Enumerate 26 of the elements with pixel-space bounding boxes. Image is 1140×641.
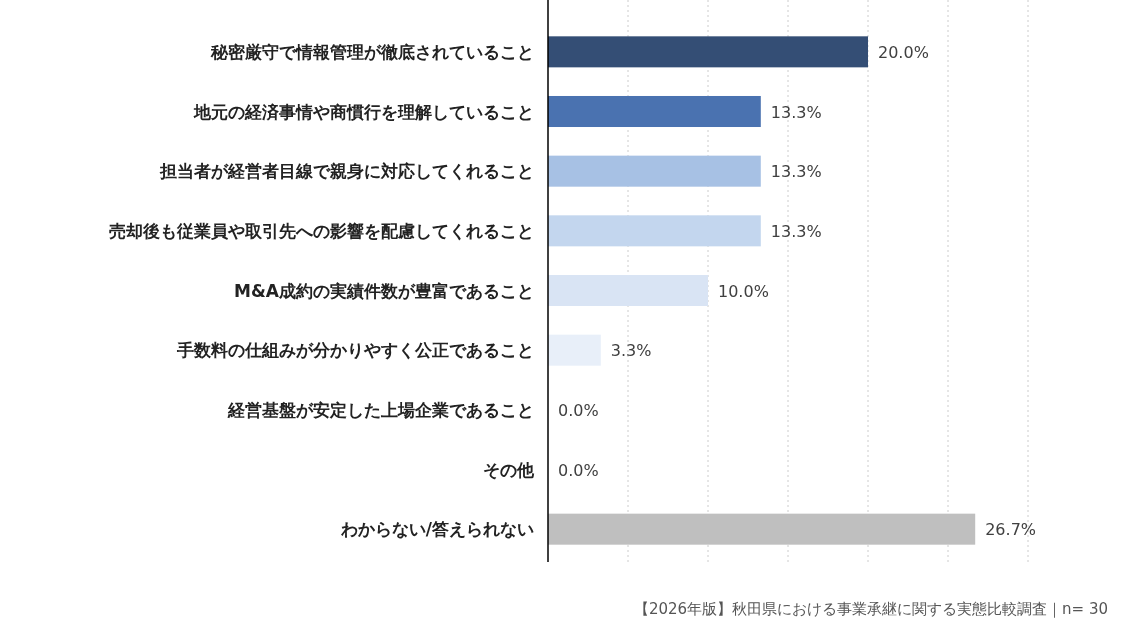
y-tick-label: その他	[483, 459, 535, 480]
bar	[548, 274, 708, 307]
bar	[548, 36, 868, 68]
bar	[548, 513, 976, 545]
data-label: 26.7%	[985, 520, 1037, 540]
data-label: 13.3%	[770, 102, 822, 122]
y-tick-label: わからない/答えられない	[339, 519, 534, 540]
data-label: 20.0%	[878, 42, 929, 62]
data-label: 3.3%	[610, 341, 652, 361]
y-tick-label: M&A成約の実績件数が豊富であること	[234, 280, 534, 301]
data-label: 0.0%	[558, 400, 599, 420]
text: 【2026年版】秋田県における事業承継に関する実態比較調査｜n= 30	[633, 600, 1108, 618]
y-tick-label: 担当者が経営者目線で親身に対応してくれること	[159, 161, 534, 182]
y-tick-label: 経営基盤が安定した上場企業であること	[227, 399, 534, 420]
bar	[548, 215, 761, 247]
data-label: 13.3%	[770, 162, 822, 182]
bar	[548, 155, 761, 187]
bar	[548, 95, 761, 128]
data-label: 10.0%	[718, 281, 769, 301]
data-label: 13.3%	[770, 221, 822, 241]
data-label: 0.0%	[558, 460, 599, 480]
y-tick-label: 手数料の仕組みが分かりやすく公正であること	[176, 340, 534, 361]
y-tick-label: 秘密厳守で情報管理が徹底されていること	[210, 41, 534, 62]
y-tick-label: 地元の経済事情や商慣行を理解していること	[193, 101, 534, 122]
bar	[548, 334, 601, 366]
y-tick-label: 売却後も従業員や取引先への影響を配慮してくれること	[109, 220, 534, 241]
